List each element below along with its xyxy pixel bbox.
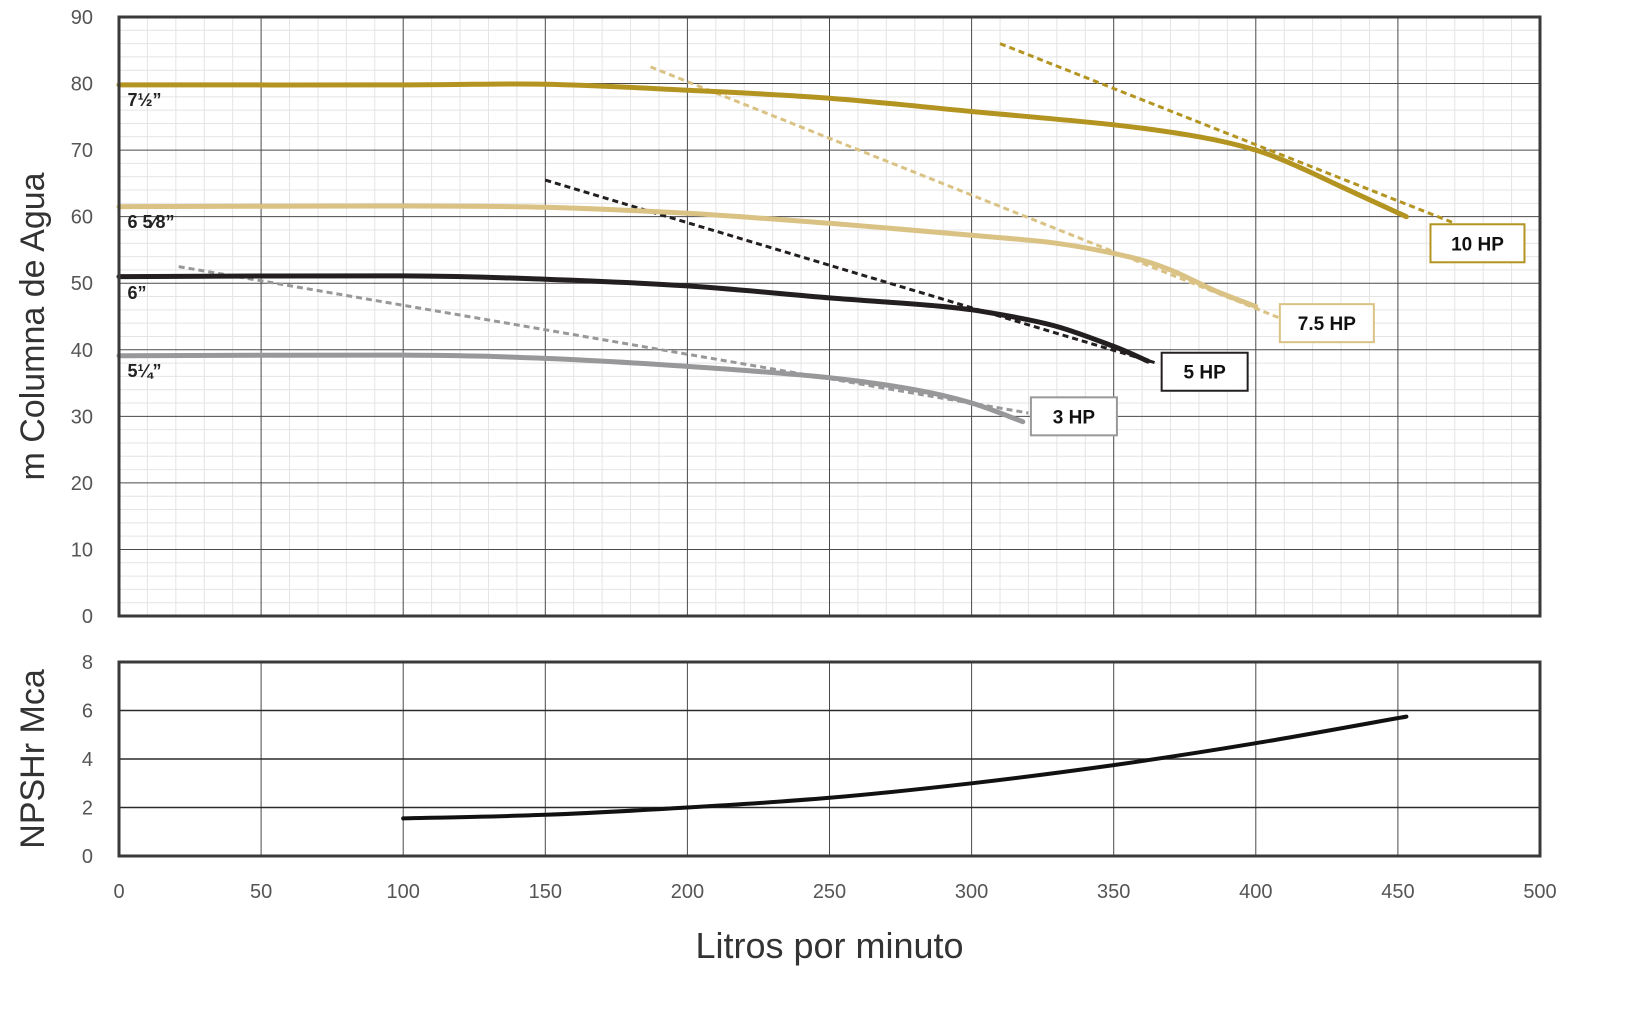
y-tick-label: 60 bbox=[71, 207, 93, 229]
head-flow-panel: 7½” 6 5⁄8” 6” 5¼” 10 HP 7.5 HP 5 HP 3 HP 0 10 20 3… bbox=[14, 7, 1542, 628]
y-tick-label: 0 bbox=[82, 606, 93, 628]
bottom-major-grid bbox=[118, 661, 1541, 857]
bottom-y-tick-labels: 0 2 4 6 8 bbox=[82, 652, 93, 868]
diameter-label: 7½” bbox=[128, 90, 162, 110]
y-tick-label: 50 bbox=[71, 273, 93, 295]
impeller-curve-6-5-8 bbox=[116, 203, 1259, 309]
bottom-series-group bbox=[401, 714, 1409, 821]
y-tick-label: 90 bbox=[71, 7, 93, 29]
hp-limit-line-10-hp bbox=[999, 42, 1456, 225]
x-axis-label: Litros por minuto bbox=[695, 925, 963, 966]
x-tick-label: 400 bbox=[1239, 881, 1272, 903]
hp-label-box bbox=[1160, 351, 1249, 392]
hp-label: 7.5 HP bbox=[1298, 314, 1356, 335]
y-tick-label: 70 bbox=[71, 140, 93, 162]
x-tick-label: 50 bbox=[250, 881, 272, 903]
top-series-group bbox=[116, 42, 1456, 425]
impeller-curve-7 bbox=[116, 81, 1409, 220]
diameter-label: 6” bbox=[128, 283, 147, 303]
x-tick-label: 350 bbox=[1097, 881, 1130, 903]
diameter-label: 6 5⁄8” bbox=[128, 212, 175, 232]
hp-label: 3 HP bbox=[1053, 407, 1096, 428]
y-tick-label: 80 bbox=[71, 74, 93, 96]
x-tick-label: 100 bbox=[387, 881, 420, 903]
hp-limit-line-3-hp bbox=[178, 265, 1029, 415]
bottom-plot-frame bbox=[117, 660, 1542, 858]
y-tick-label: 30 bbox=[71, 406, 93, 428]
x-tick-label: 200 bbox=[671, 881, 704, 903]
top-y-axis-label: m Columna de Agua bbox=[14, 172, 52, 480]
hp-label-box bbox=[1429, 223, 1526, 264]
hp-label-box bbox=[1278, 303, 1375, 344]
bottom-y-tick-label: 2 bbox=[82, 798, 93, 820]
y-tick-label: 10 bbox=[71, 539, 93, 561]
impeller-curve-5 bbox=[116, 352, 1026, 425]
top-plot-frame bbox=[117, 15, 1542, 618]
y-tick-label: 40 bbox=[71, 340, 93, 362]
npshr-curve bbox=[401, 714, 1409, 821]
bottom-y-tick-label: 0 bbox=[82, 846, 93, 868]
diameter-label: 5¼” bbox=[128, 361, 162, 381]
bottom-y-tick-label: 4 bbox=[82, 749, 93, 771]
x-tick-label: 300 bbox=[955, 881, 988, 903]
hp-label: 10 HP bbox=[1451, 234, 1504, 255]
top-y-tick-labels: 0 10 20 30 40 50 60 70 80 90 bbox=[71, 7, 93, 628]
bottom-y-axis-label: NPSHr Mca bbox=[14, 669, 52, 849]
hp-label-box bbox=[1029, 396, 1118, 437]
x-tick-label: 0 bbox=[113, 881, 124, 903]
y-tick-label: 20 bbox=[71, 473, 93, 495]
x-tick-label: 250 bbox=[813, 881, 846, 903]
bottom-y-tick-label: 6 bbox=[82, 701, 93, 723]
hp-limit-line-5-hp bbox=[544, 178, 1157, 365]
x-tick-label: 500 bbox=[1523, 881, 1556, 903]
bottom-y-tick-label: 8 bbox=[82, 652, 93, 674]
hp-limit-line-7-5-hp bbox=[649, 65, 1285, 322]
x-tick-label: 450 bbox=[1381, 881, 1414, 903]
x-tick-labels: 0 50 100 150 200 250 300 350 400 450 500 bbox=[113, 881, 1556, 903]
top-annotations: 7½” 6 5⁄8” 6” 5¼” 10 HP 7.5 HP 5 HP 3 HP bbox=[128, 90, 1526, 437]
hp-label: 5 HP bbox=[1184, 363, 1227, 384]
impeller-curve-6 bbox=[116, 273, 1151, 364]
npshr-panel: 0 2 4 6 8 0 50 100 150 200 250 300 350 400 450 500 NPS… bbox=[14, 652, 1557, 966]
x-tick-label: 150 bbox=[529, 881, 562, 903]
